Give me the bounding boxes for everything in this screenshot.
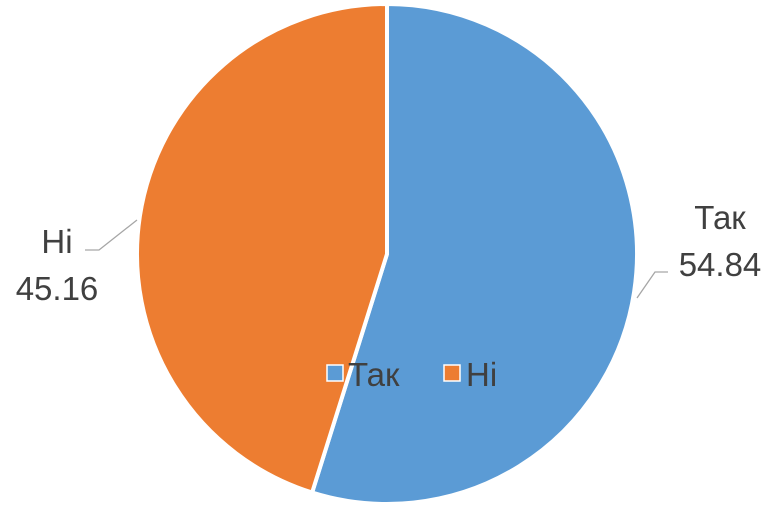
legend: Так Ні [326, 356, 497, 393]
slice-label-tak-value: 54.84 [679, 246, 762, 283]
leader-line-ni [85, 219, 138, 251]
legend-label-ni: Ні [466, 356, 497, 393]
legend-label-tak: Так [348, 356, 400, 393]
legend-swatch-ni [443, 364, 461, 382]
pie-slice-ni [135, 2, 389, 495]
slice-label-tak-name: Так [694, 199, 746, 236]
leader-line-tak [636, 271, 668, 299]
pie-slice-tak [310, 2, 639, 506]
slice-label-ni-name: Ні [41, 223, 72, 260]
slice-label-ni-value: 45.16 [16, 270, 99, 307]
pie-slices [135, 2, 639, 506]
legend-swatch-tak [326, 364, 344, 382]
